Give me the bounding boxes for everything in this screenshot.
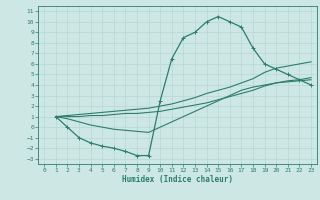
X-axis label: Humidex (Indice chaleur): Humidex (Indice chaleur) (122, 175, 233, 184)
